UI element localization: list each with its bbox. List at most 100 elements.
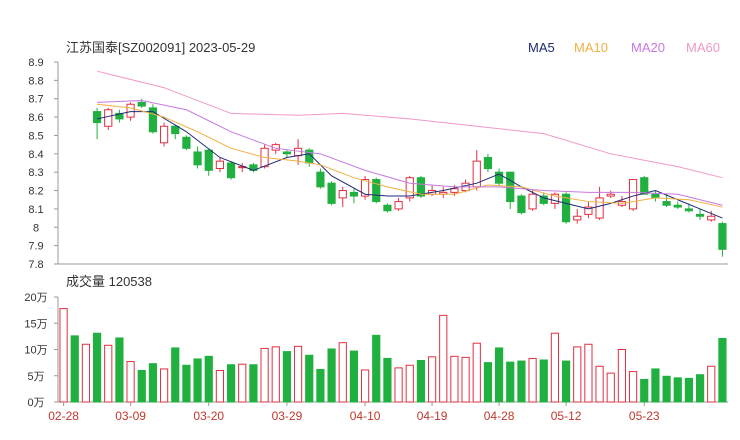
candle-down [695, 213, 705, 217]
ma-line-ma5 [96, 111, 723, 219]
candle-down [718, 223, 727, 250]
ma-line-ma10 [97, 103, 723, 208]
candle-up [360, 179, 370, 197]
x-tick-label: 05-23 [629, 409, 660, 423]
legend-entry-ma10: MA10 [574, 40, 608, 55]
candle-up [126, 103, 135, 118]
candle-down [193, 151, 202, 166]
volume-bar-down [372, 334, 381, 403]
candle-down [137, 101, 146, 107]
candle-up [550, 193, 560, 204]
volume-label: 成交量 120538 [66, 274, 152, 289]
candle-down [204, 149, 213, 171]
candle-up [450, 188, 459, 193]
x-axis: 02-28 03-09 03-20 03-29 04-10 04-19 04-28 05-12… [48, 402, 660, 423]
volume-tick-label: 20万 [24, 292, 47, 304]
volume-bar-up [528, 357, 537, 403]
candle-up [584, 206, 593, 215]
volume-bar-up [215, 370, 225, 403]
candle-up [573, 215, 582, 221]
volume-bar-up [271, 346, 280, 403]
volume-bar-down [662, 375, 671, 403]
price-tick-label: 8.6 [28, 112, 43, 124]
volume-tick-label: 15万 [24, 318, 47, 330]
x-tick-label: 04-10 [350, 409, 381, 423]
volume-bar-up [573, 346, 582, 403]
candle-up [707, 215, 716, 221]
volume-bar-up [394, 367, 403, 403]
candle-up [528, 193, 537, 210]
candle-down [517, 195, 526, 214]
volume-bar-down [305, 354, 314, 403]
volume-bar-up [606, 372, 615, 403]
candle-down [327, 182, 336, 204]
volume-bar-down [539, 359, 548, 403]
price-tick-label: 8.8 [28, 75, 43, 87]
legend-entry-ma60: MA60 [686, 40, 720, 55]
candle-down [349, 191, 359, 197]
legend-entry-ma20: MA20 [631, 40, 665, 55]
price-tick-label: 8.1 [28, 204, 43, 216]
volume-bar-up [427, 356, 437, 403]
volume-bar-down [383, 357, 392, 403]
volume-bar-down [517, 360, 526, 403]
volume-bar-up [707, 365, 716, 403]
volume-bar-up [238, 363, 247, 403]
volume-bar-up [439, 314, 448, 403]
volume-bar-up [617, 349, 627, 403]
candle-down [226, 162, 236, 179]
candle-down [684, 208, 694, 212]
volume-bar-up [81, 343, 91, 403]
candle-down [494, 171, 504, 184]
volume-bar-down [327, 348, 336, 403]
candle-down [171, 125, 180, 135]
volume-bar-up [59, 308, 68, 403]
volume-bar-down [92, 332, 102, 403]
x-tick-label: 04-19 [417, 409, 448, 423]
candle-up [215, 160, 225, 170]
candle-up [606, 193, 615, 197]
candle-down [148, 107, 158, 133]
volume-bar-down [70, 335, 79, 403]
candle-up [293, 147, 303, 157]
volume-tick-label: 0万 [27, 397, 44, 409]
price-tick-label: 7.9 [28, 241, 43, 253]
price-tick-label: 8.3 [28, 167, 43, 179]
candle-up [405, 177, 414, 199]
ma-line-ma20 [97, 100, 723, 206]
candle-up [104, 109, 113, 127]
volume-bar-down [193, 358, 202, 403]
volume-bar-down [718, 337, 727, 403]
candle-down [651, 193, 660, 199]
volume-bar-up [104, 344, 113, 403]
price-tick-label: 7.8 [28, 259, 43, 271]
volume-bar-down [171, 347, 180, 403]
volume-bar-down [249, 364, 258, 403]
x-tick-label: 03-09 [115, 409, 146, 423]
volume-bar-up [628, 371, 638, 403]
candle-up [159, 125, 169, 144]
price-tick-label: 8.9 [28, 57, 43, 69]
candle-down [383, 204, 392, 212]
volume-bar-down [494, 347, 504, 403]
volume-bar-down [137, 370, 146, 403]
volume-bar-up [293, 345, 303, 403]
candle-down [182, 136, 191, 149]
legend-entry-ma5: MA5 [528, 40, 555, 55]
volume-tick-label: 5万 [27, 371, 44, 383]
volume-bar-up [472, 342, 481, 403]
volume-bar-up [260, 347, 269, 403]
price-tick-label: 8 [33, 222, 39, 234]
price-panel: 8.9 8.8 8.7 8.6 8.5 8.4 8.3 8.2 8.1 8 7.9 7.8 [28, 57, 728, 271]
volume-bar-down [483, 362, 493, 403]
volume-bar-down [316, 368, 325, 403]
volume-bar-up [126, 361, 135, 403]
candle-down [662, 201, 671, 206]
volume-bar-down [204, 355, 213, 403]
volume-bar-up [360, 369, 370, 403]
volume-bar-up [405, 364, 414, 403]
price-tick-label: 8.5 [28, 130, 43, 142]
volume-bar-up [550, 332, 560, 403]
x-tick-label: 03-29 [272, 409, 303, 423]
